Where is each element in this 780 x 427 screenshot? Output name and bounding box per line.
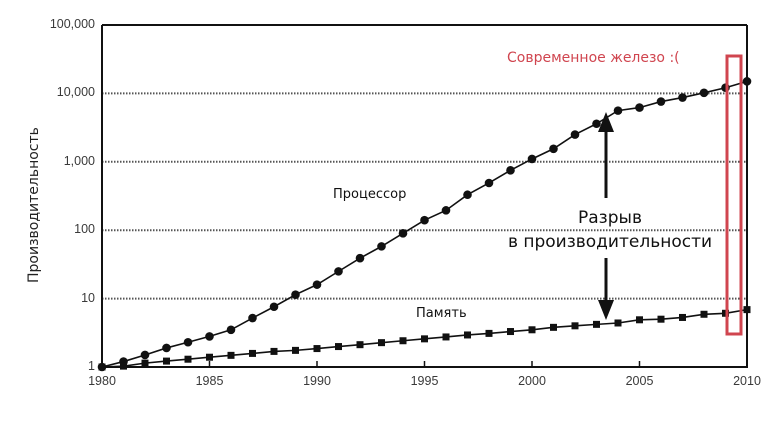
data-point: [335, 343, 342, 351]
data-point: [378, 339, 385, 347]
data-point: [656, 97, 666, 106]
data-point: [484, 178, 494, 188]
data-point: [679, 313, 686, 321]
data-point: [141, 359, 149, 367]
x-tick-label: 2000: [518, 374, 546, 388]
memory-label: Память: [416, 306, 467, 321]
data-point: [183, 337, 193, 347]
data-point: [441, 206, 451, 215]
data-point: [593, 320, 600, 328]
gap-line-1: Разрыв: [578, 208, 642, 228]
data-point: [356, 341, 364, 349]
data-point: [507, 328, 514, 336]
data-point: [162, 343, 171, 353]
data-point: [442, 333, 450, 341]
data-point: [248, 313, 257, 323]
data-point: [226, 325, 236, 335]
data-point: [163, 357, 170, 365]
x-tick-label: 2010: [733, 374, 761, 388]
x-tick-label: 1990: [303, 374, 331, 388]
data-point: [635, 103, 644, 112]
gap-arrow-up: [598, 112, 614, 198]
data-point: [699, 88, 709, 98]
data-point: [570, 130, 580, 139]
data-point: [313, 345, 321, 353]
grid-lines: [102, 92, 747, 300]
x-tick-marks: [101, 361, 748, 367]
data-point: [463, 190, 472, 200]
data-point: [592, 119, 601, 129]
data-point: [550, 323, 557, 331]
y-tick-label: 100,000: [49, 17, 95, 31]
gap-arrow-down: [598, 258, 614, 320]
data-point: [269, 302, 279, 312]
series-processor: [97, 77, 752, 372]
x-tick-label: 2005: [625, 374, 654, 388]
y-tick-label: 10,000: [56, 85, 95, 100]
data-point: [527, 154, 537, 164]
data-point: [206, 353, 213, 361]
data-point: [140, 350, 150, 360]
data-point: [399, 337, 407, 345]
data-point: [743, 306, 751, 314]
data-point: [398, 229, 408, 238]
x-tick-label: 1980: [88, 374, 116, 388]
data-point: [205, 332, 214, 341]
data-point: [227, 351, 235, 359]
data-point: [464, 331, 471, 339]
data-point: [355, 253, 365, 263]
data-point: [528, 326, 536, 334]
y-tick-label: 1,000: [63, 153, 95, 168]
modern-hardware-highlight: [725, 54, 743, 336]
data-point: [636, 316, 643, 324]
series-memory: [98, 306, 751, 371]
gap-annotation: Разрыв в производительности: [480, 206, 740, 254]
data-point: [678, 93, 687, 102]
data-point: [420, 215, 429, 225]
modern-hardware-label: Современное железо :(: [507, 50, 680, 66]
data-point: [291, 290, 300, 300]
data-point: [571, 322, 579, 330]
data-point: [334, 267, 343, 276]
data-point: [98, 363, 106, 371]
data-point: [377, 242, 386, 251]
data-point: [120, 362, 127, 370]
gap-line-2: в производительности: [507, 232, 713, 252]
y-tick-label: 100: [74, 222, 95, 237]
data-point: [613, 106, 623, 115]
data-point: [312, 280, 322, 289]
data-point: [485, 329, 493, 337]
y-tick-label: 1: [88, 359, 95, 373]
x-tick-label: 1995: [410, 374, 439, 388]
data-point: [506, 166, 515, 175]
processor-label: Процессор: [333, 187, 407, 202]
data-point: [292, 346, 299, 354]
data-point: [249, 349, 256, 357]
data-point: [742, 77, 752, 86]
data-point: [270, 347, 278, 355]
data-point: [549, 144, 558, 154]
data-point: [184, 355, 192, 363]
data-point: [700, 310, 708, 318]
data-point: [614, 319, 622, 327]
x-tick-label: 1985: [195, 374, 224, 388]
data-point: [421, 335, 428, 343]
data-point: [657, 315, 665, 323]
y-tick-label: 10: [81, 290, 95, 305]
